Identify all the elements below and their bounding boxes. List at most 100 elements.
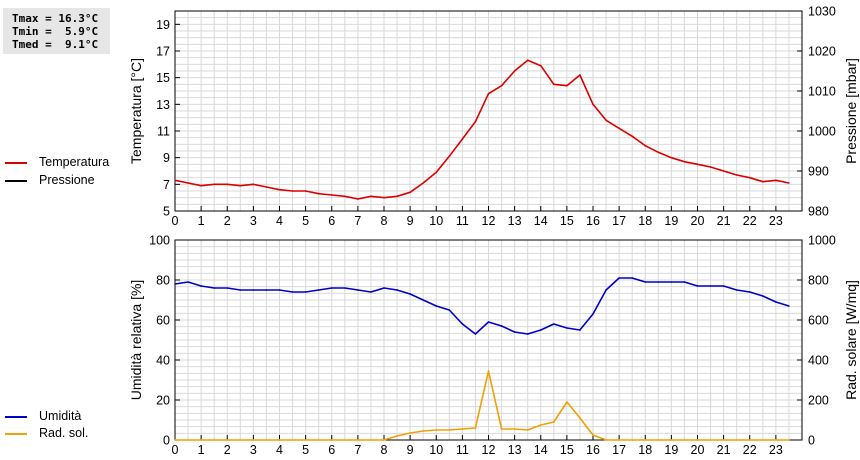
temp-xtick-label: 21 [717, 214, 731, 228]
hum-series-rad-sol-point [265, 439, 268, 441]
hum-series-umidit-point [344, 287, 346, 289]
hum-ylabel: Umidità relativa [%] [128, 280, 144, 401]
temp-series-temperatura-point [631, 135, 633, 138]
hum-series-rad-sol-point [461, 428, 464, 430]
hum-series-umidit-point [618, 277, 620, 279]
hum-series-umidit-point [513, 331, 516, 333]
hum-series-umidit-point [331, 287, 333, 289]
hum-series-umidit-point [357, 289, 359, 291]
hum-y2tick-label: 1000 [808, 234, 836, 248]
temp-xtick-label: 19 [664, 214, 678, 228]
temp-series-temperatura-point [461, 138, 464, 140]
hum-series-rad-sol-point [344, 439, 346, 441]
temp-series-temperatura-point [357, 198, 359, 200]
temp-series-temperatura-point [239, 184, 242, 187]
hum-series-rad-sol-point [775, 439, 777, 441]
temp-y2tick-label: 1010 [808, 85, 836, 99]
hum-series-umidit-point [265, 289, 268, 291]
temp-panel: 0 1 2 3 4 5 6 7 8 9 10 11 12 13 14 15 16 17 18 19 20 21 22 2357… [128, 5, 859, 229]
hum-series-umidit-point [670, 281, 673, 283]
hum-xtick-label: 9 [407, 443, 414, 457]
hum-ytick-label: 0 [163, 434, 170, 448]
temp-series-temperatura-point [657, 151, 660, 154]
hum-series-umidit-point [683, 281, 686, 283]
temp-xtick-label: 7 [354, 214, 361, 228]
temp-series-temperatura-point [709, 166, 712, 168]
hum-series-rad-sol-point [513, 428, 516, 430]
hum-series-umidit-point [487, 321, 490, 323]
temp-series-temperatura-point [579, 74, 581, 76]
temp-xtick-label: 13 [508, 214, 522, 228]
temp-ytick-label: 11 [157, 125, 170, 139]
hum-series-rad-sol-point [304, 439, 307, 441]
temp-xtick-label: 15 [560, 214, 574, 228]
hum-series-umidit-point [631, 277, 633, 279]
hum-series-rad-sol-point [762, 439, 764, 441]
temp-series-temperatura-point [200, 184, 202, 187]
hum-series-umidit-line [174, 277, 790, 335]
temp-series-temperatura-point [788, 182, 790, 184]
hum-xtick-label: 5 [302, 443, 309, 457]
temp-series-temperatura-point [422, 182, 425, 184]
hum-series-rad-sol-point [200, 439, 202, 441]
temp-series-temperatura-point [409, 191, 411, 194]
legend-swatch-temperatura [5, 162, 27, 164]
temp-xtick-label: 0 [172, 214, 179, 228]
hum-xtick-label: 3 [250, 443, 257, 457]
hum-xtick-label: 4 [276, 443, 283, 457]
temp-series-temperatura-point [370, 195, 372, 198]
hum-panel: 0 1 2 3 4 5 6 7 8 9 10 11 12 13 14 15 16 17 18 19 20 21 22 2302… [128, 234, 859, 458]
hum-xtick-label: 21 [717, 443, 731, 457]
temp-series-temperatura-point [670, 156, 673, 159]
hum-series-rad-sol-point [579, 417, 581, 419]
temp-series-temperatura-point [553, 83, 555, 86]
temp-series-temperatura-point [775, 179, 777, 182]
temp-series-temperatura-point [487, 92, 490, 95]
hum-series-rad-sol-point [500, 428, 503, 430]
hum-series-rad-sol-point [788, 439, 790, 441]
hum-series-rad-sol-point [435, 429, 438, 431]
temp-xtick-label: 1 [198, 214, 205, 228]
stat-tmax: Tmax = 16.3°C [12, 12, 99, 25]
hum-xtick-label: 10 [429, 443, 443, 457]
hum-series-umidit-point [709, 285, 712, 287]
temp-series-temperatura-point [526, 59, 529, 62]
stats-box: Tmax = 16.3°C Tmin = 5.9°C Tmed = 9.1°C [3, 8, 110, 54]
hum-ytick-label: 60 [156, 314, 170, 328]
hum-series-umidit-point [409, 293, 411, 295]
legend-label-umidita: Umidità [39, 409, 82, 423]
temp-ytick-label: 17 [156, 45, 170, 59]
hum-series-rad-sol-point [291, 439, 294, 441]
hum-series-rad-sol-point [174, 439, 176, 441]
hum-series-umidit-point [749, 291, 751, 293]
temp-xtick-label: 6 [328, 214, 335, 228]
hum-series-rad-sol-point [370, 439, 372, 441]
hum-xtick-label: 15 [560, 443, 574, 457]
temp-series-temperatura-line [174, 59, 790, 200]
hum-series-rad-sol-point [187, 439, 189, 441]
hum-series-rad-sol-point [670, 439, 673, 441]
hum-series-rad-sol-point [683, 439, 686, 441]
hum-xtick-label: 19 [664, 443, 678, 457]
legend-swatch-umidita [5, 416, 27, 418]
hum-series-rad-sol-point [409, 432, 411, 434]
hum-xtick-label: 22 [743, 443, 757, 457]
temp-xtick-label: 17 [612, 214, 626, 228]
temp-ylabel: Temperatura [°C] [128, 58, 144, 164]
temp-ytick-label: 15 [156, 71, 170, 85]
hum-series-umidit-point [553, 323, 555, 325]
temp-y2tick-label: 1000 [808, 125, 836, 139]
hum-series-umidit-point [474, 333, 477, 335]
hum-series-rad-sol-point [487, 370, 490, 372]
temp-y2tick-label: 1020 [808, 45, 836, 59]
temp-series-temperatura-point [605, 119, 607, 122]
hum-series-rad-sol-point [618, 439, 620, 441]
temp-series-temperatura-point [722, 170, 725, 172]
legend-label-rad-sol: Rad. sol. [39, 426, 89, 440]
temp-series-temperatura-point [291, 190, 294, 192]
hum-series-umidit-point [644, 281, 647, 283]
temp-series-temperatura-point [383, 196, 385, 199]
hum-xtick-label: 1 [198, 443, 205, 457]
temp-series-temperatura-point [566, 84, 568, 87]
